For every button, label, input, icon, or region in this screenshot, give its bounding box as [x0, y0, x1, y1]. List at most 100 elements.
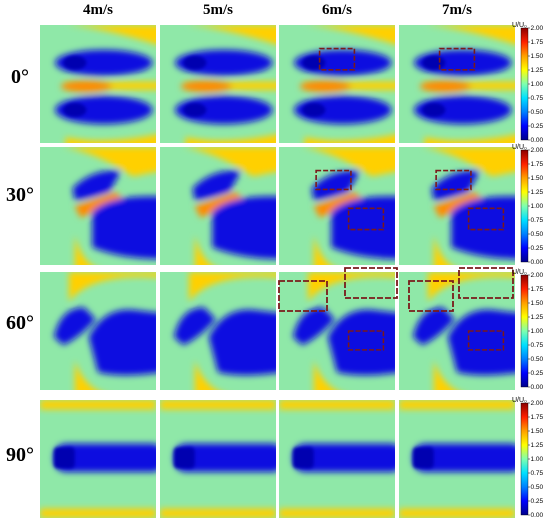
- colorbar-tick-label: 1.75: [531, 39, 544, 46]
- highlight-box-outer: [278, 280, 328, 312]
- contour-shapes: [399, 400, 515, 518]
- body-core: [183, 55, 207, 118]
- column-header-5ms: 5m/s: [203, 2, 233, 18]
- highlight-box-outer: [458, 267, 514, 299]
- colorbar-unit-label: U/U₀: [512, 144, 527, 151]
- contour-shapes: [40, 400, 156, 518]
- row-header-30deg: 30°: [6, 184, 34, 206]
- colorbar-tick-label: 2.00: [531, 25, 544, 32]
- colorbar-gradient: [520, 27, 529, 141]
- body-core: [53, 447, 75, 469]
- panel-a0-v7: [399, 25, 515, 143]
- colorbar-tick-label: 0.75: [531, 470, 544, 477]
- colorbar-tick-label: 0.25: [531, 498, 544, 505]
- colorbar-tick-label: 0.25: [531, 370, 544, 377]
- colorbar-tick-label: 0.00: [531, 259, 544, 266]
- panel-a90-v6: [279, 400, 395, 518]
- panel-a90-v7: [399, 400, 515, 518]
- contour-shapes: [422, 147, 515, 265]
- colorbar-tick-label: 0.75: [531, 95, 544, 102]
- colorbar-tick-label: 1.50: [531, 175, 544, 182]
- body-core: [292, 447, 314, 469]
- colorbar-tick-label: 0.50: [531, 484, 544, 491]
- panel-a90-v4: [40, 400, 156, 518]
- colorbar-tick-label: 0.00: [531, 137, 544, 144]
- panel-a60-v6: [279, 272, 395, 390]
- contour-shapes: [294, 25, 395, 143]
- row-header-0deg: 0°: [11, 66, 29, 88]
- colorbar-tick-label: 2.00: [531, 400, 544, 407]
- panel-a0-v6: [279, 25, 395, 143]
- contour-shapes: [279, 400, 395, 518]
- panel-a90-v5: [160, 400, 276, 518]
- colorbar-a30: U/U₀ 0.00 0.25 0.50 0.75 1.00 1.25 1.50 1.75 2.00: [512, 144, 544, 266]
- colorbar-tick-label: 0.75: [531, 217, 544, 224]
- highlight-box: [315, 169, 352, 191]
- body-core: [63, 55, 87, 118]
- panel-a60-v4: [40, 272, 156, 390]
- highlight-box: [467, 330, 505, 351]
- panel-a30-v6: [279, 147, 395, 265]
- colorbar-unit-label: U/U₀: [512, 269, 527, 276]
- colorbar-tick-label: 1.50: [531, 300, 544, 307]
- colorbar-tick-label: 1.00: [531, 328, 544, 335]
- colorbar-tick-label: 0.25: [531, 245, 544, 252]
- colorbar-tick-label: 1.00: [531, 456, 544, 463]
- contour-shapes: [302, 147, 395, 265]
- colorbar-unit-label: U/U₀: [512, 22, 527, 29]
- colorbar-unit-label: U/U₀: [512, 397, 527, 404]
- colorbar-gradient: [520, 402, 529, 516]
- highlight-box: [435, 169, 472, 191]
- contour-shapes: [160, 400, 276, 518]
- colorbar-a60: U/U₀ 0.00 0.25 0.50 0.75 1.00 1.25 1.50 1.75 2.00: [512, 269, 544, 391]
- highlight-box-outer: [408, 280, 454, 312]
- colorbar-tick-label: 1.75: [531, 161, 544, 168]
- contour-shapes: [414, 25, 515, 143]
- colorbar-tick-label: 2.00: [531, 147, 544, 154]
- colorbar-tick-label: 1.25: [531, 442, 544, 449]
- panel-a30-v5: [160, 147, 276, 265]
- contour-shapes: [63, 147, 156, 265]
- colorbar-tick-label: 0.50: [531, 231, 544, 238]
- contour-shapes: [175, 25, 276, 143]
- body-core: [412, 447, 434, 469]
- colorbar-gradient: [520, 274, 529, 388]
- colorbar-a0: U/U₀ 0.00 0.25 0.50 0.75 1.00 1.25 1.50 1.75 2.00: [512, 22, 544, 144]
- contour-shapes: [173, 272, 276, 390]
- panel-a60-v7: [399, 272, 515, 390]
- contour-shapes: [53, 272, 156, 390]
- panel-a60-v5: [160, 272, 276, 390]
- contour-shapes: [412, 272, 515, 390]
- colorbar-tick-label: 1.00: [531, 203, 544, 210]
- highlight-box: [467, 207, 505, 231]
- panel-a0-v4: [40, 25, 156, 143]
- row-header-90deg: 90°: [6, 444, 34, 466]
- highlight-box: [438, 47, 476, 71]
- colorbar-tick-label: 1.25: [531, 67, 544, 74]
- highlight-box: [318, 47, 356, 71]
- column-header-4ms: 4m/s: [83, 2, 113, 18]
- colorbar-tick-label: 0.25: [531, 123, 544, 130]
- colorbar-tick-label: 0.00: [531, 384, 544, 391]
- colorbar-tick-label: 1.50: [531, 428, 544, 435]
- colorbar-tick-label: 1.00: [531, 81, 544, 88]
- colorbar-a90: U/U₀ 0.00 0.25 0.50 0.75 1.00 1.25 1.50 1.75 2.00: [512, 397, 544, 519]
- highlight-box: [347, 330, 385, 351]
- colorbar-tick-label: 2.00: [531, 272, 544, 279]
- colorbar-tick-label: 0.75: [531, 342, 544, 349]
- colorbar-tick-label: 0.50: [531, 109, 544, 116]
- panel-a30-v7: [399, 147, 515, 265]
- colorbar-tick-label: 1.25: [531, 189, 544, 196]
- colorbar-tick-label: 1.75: [531, 286, 544, 293]
- contour-shapes: [292, 272, 395, 390]
- panel-a0-v5: [160, 25, 276, 143]
- contour-shapes: [55, 25, 156, 143]
- panel-a30-v4: [40, 147, 156, 265]
- colorbar-tick-label: 1.50: [531, 53, 544, 60]
- row-header-60deg: 60°: [6, 312, 34, 334]
- colorbar-tick-label: 0.50: [531, 356, 544, 363]
- colorbar-gradient: [520, 149, 529, 263]
- colorbar-tick-label: 0.00: [531, 512, 544, 519]
- colorbar-tick-label: 1.75: [531, 414, 544, 421]
